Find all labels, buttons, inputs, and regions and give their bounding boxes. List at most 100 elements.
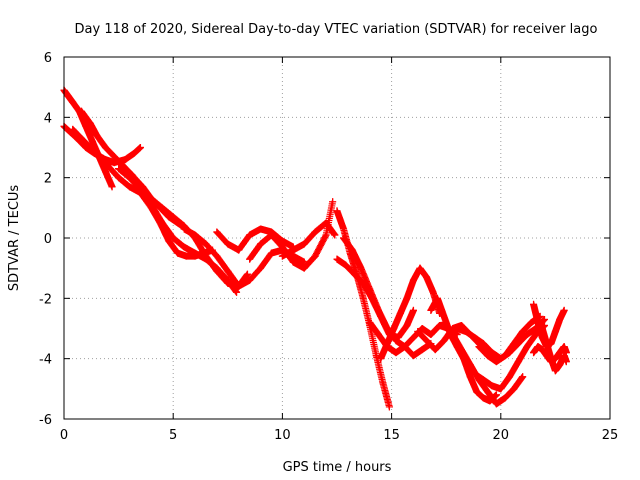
data-point (311, 228, 319, 236)
data-point (538, 346, 546, 354)
series-markers (278, 219, 339, 260)
x-tick-label: 5 (169, 428, 177, 443)
data-point (479, 340, 487, 348)
data-point (110, 153, 118, 161)
data-point (311, 252, 319, 260)
data-point (527, 318, 535, 326)
y-axis-label: SDTVAR / TECUs (7, 185, 22, 292)
data-point (506, 373, 514, 381)
series-markers (115, 165, 241, 296)
x-axis-label: GPS time / hours (283, 460, 392, 475)
data-point (101, 144, 109, 151)
data-point (191, 231, 199, 239)
data-point (560, 352, 568, 360)
data-point (333, 255, 341, 263)
chart-title: Day 118 of 2020, Sidereal Day-to-day VTE… (75, 22, 598, 37)
x-tick-label: 15 (383, 428, 400, 443)
data-point (126, 183, 134, 191)
data-point (560, 306, 568, 314)
data-point (457, 346, 465, 354)
data-point (409, 306, 417, 314)
data-point (224, 240, 232, 248)
data-point (202, 255, 210, 263)
series-24 (538, 325, 570, 375)
grid-lines (64, 57, 610, 419)
data-point (267, 231, 275, 239)
y-tick-label: -4 (39, 353, 52, 368)
data-point (366, 318, 374, 326)
data-point (246, 276, 254, 284)
data-point (243, 270, 251, 278)
data-point (233, 288, 241, 296)
series-6 (136, 189, 217, 260)
data-point (414, 328, 422, 336)
data-point (350, 270, 358, 278)
data-point (466, 373, 474, 381)
data-point (147, 204, 155, 212)
data-point (530, 300, 538, 308)
data-point (501, 394, 509, 402)
x-tick-label: 0 (60, 428, 68, 443)
data-point (366, 285, 374, 293)
data-point (77, 107, 85, 115)
data-point (267, 249, 275, 257)
series-10 (278, 219, 339, 260)
y-tick-label: -6 (39, 413, 52, 428)
data-point (471, 370, 479, 378)
data-point (543, 340, 551, 348)
data-point (492, 391, 500, 399)
y-tick-label: 4 (44, 111, 52, 126)
data-point (101, 168, 109, 176)
data-point (492, 400, 500, 408)
data-point (77, 134, 85, 142)
series-7 (180, 225, 308, 290)
data-point (169, 234, 177, 242)
series-15 (377, 264, 444, 363)
data-point (433, 294, 441, 302)
data-point (278, 252, 286, 260)
data-point (93, 131, 101, 139)
data-point (396, 309, 404, 317)
data-point (322, 231, 330, 239)
y-tick-labels: -6 -4 -2 0 2 4 6 (39, 51, 52, 428)
data-point (340, 234, 348, 242)
data-point (213, 252, 221, 260)
data-point (449, 331, 457, 339)
data-point (357, 264, 365, 272)
data-point (484, 388, 492, 396)
data-point (510, 385, 518, 393)
data-point (440, 318, 448, 326)
data-point (359, 294, 367, 302)
data-point (562, 358, 570, 366)
data-points (60, 86, 570, 411)
data-point (174, 249, 182, 257)
data-point (392, 349, 400, 357)
data-point (475, 343, 483, 351)
data-point (115, 165, 123, 173)
data-point (514, 358, 522, 366)
data-point (560, 343, 568, 351)
data-point (523, 343, 531, 351)
data-point (257, 264, 265, 272)
data-point (213, 228, 221, 236)
data-point (416, 264, 424, 272)
data-point (69, 125, 77, 133)
data-point (479, 394, 487, 402)
data-point (191, 252, 199, 260)
data-point (182, 252, 190, 260)
data-point (423, 337, 431, 345)
data-point (213, 264, 221, 272)
data-point (431, 346, 439, 354)
data-point (471, 334, 479, 342)
plot-border (63, 56, 611, 420)
data-point (180, 225, 188, 233)
data-point (385, 403, 393, 411)
data-point (440, 337, 448, 345)
data-point (257, 240, 265, 248)
data-point (540, 315, 548, 323)
data-point (119, 162, 127, 170)
series-21 (475, 312, 544, 366)
data-point (322, 219, 330, 227)
data-point (300, 264, 308, 272)
